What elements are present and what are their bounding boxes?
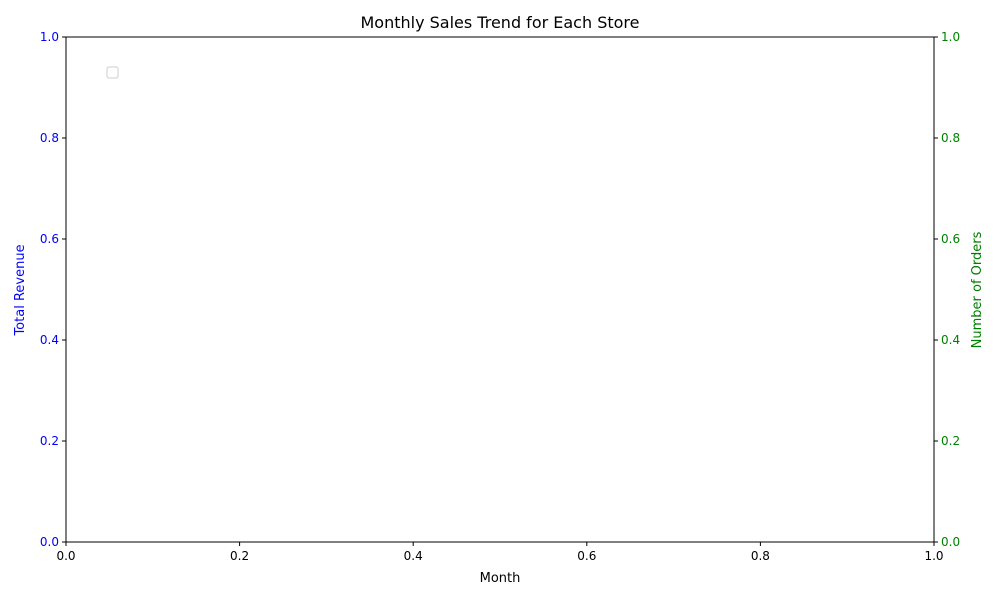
y-left-tick-label: 0.0 bbox=[40, 535, 59, 549]
legend-box bbox=[106, 66, 119, 79]
y-left-tick-label: 0.2 bbox=[40, 434, 59, 448]
x-tick-label: 0.4 bbox=[404, 549, 423, 563]
y-right-tick-label: 0.2 bbox=[941, 434, 960, 448]
y-left-tick-label: 0.4 bbox=[40, 333, 59, 347]
y-left-tick-label: 0.6 bbox=[40, 232, 59, 246]
y-left-tick-label: 0.8 bbox=[40, 131, 59, 145]
chart-title: Monthly Sales Trend for Each Store bbox=[360, 13, 639, 32]
x-axis: 0.0 0.2 0.4 0.6 0.8 1.0 bbox=[56, 542, 944, 563]
y-axis-left-label: Total Revenue bbox=[13, 244, 28, 336]
x-tick-label: 0.2 bbox=[230, 549, 249, 563]
x-axis-label: Month bbox=[480, 571, 521, 586]
y-right-tick-label: 0.4 bbox=[941, 333, 960, 347]
y-left-tick-label: 1.0 bbox=[40, 30, 59, 44]
y-right-tick-label: 1.0 bbox=[941, 30, 960, 44]
y-right-tick-label: 0.0 bbox=[941, 535, 960, 549]
plot-area bbox=[65, 36, 935, 543]
x-tick-label: 0.8 bbox=[751, 549, 770, 563]
y-axis-left: 0.0 0.2 0.4 0.6 0.8 1.0 bbox=[40, 30, 66, 549]
x-tick-label: 1.0 bbox=[924, 549, 943, 563]
y-axis-right: 0.0 0.2 0.4 0.6 0.8 1.0 bbox=[934, 30, 960, 549]
x-tick-label: 0.0 bbox=[56, 549, 75, 563]
y-axis-right-label: Number of Orders bbox=[970, 231, 985, 348]
y-right-tick-label: 0.6 bbox=[941, 232, 960, 246]
x-tick-label: 0.6 bbox=[577, 549, 596, 563]
y-right-tick-label: 0.8 bbox=[941, 131, 960, 145]
